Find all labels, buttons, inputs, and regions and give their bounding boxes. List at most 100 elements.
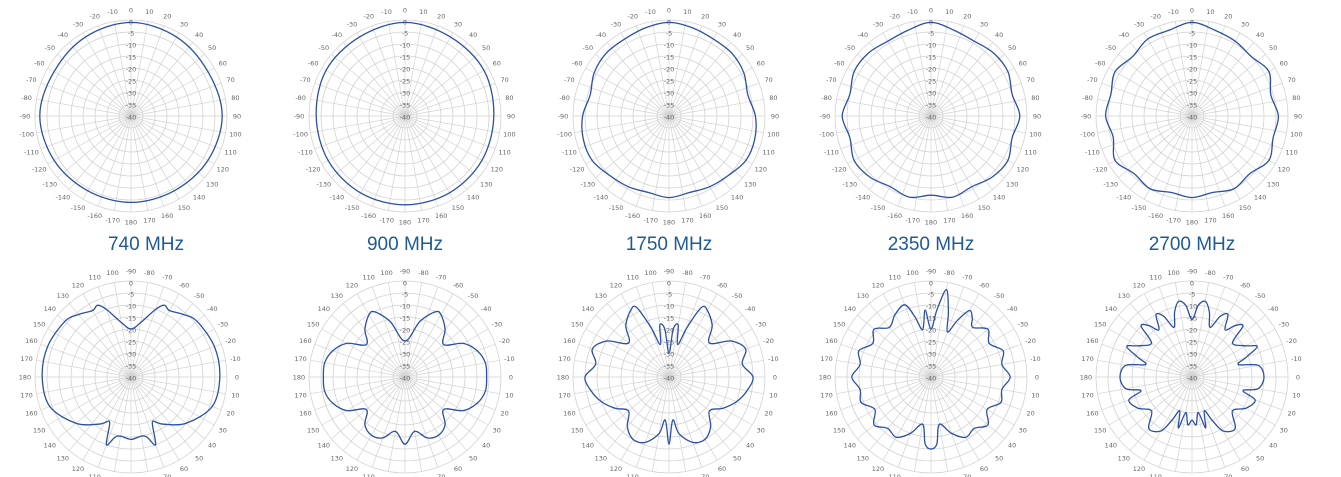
grid-spoke: [40, 376, 132, 411]
grid-spoke: [1118, 115, 1193, 178]
angle-tick-label: 80: [1031, 94, 1039, 102]
angle-tick-label: 180: [1080, 373, 1092, 381]
angle-tick-label: 150: [1239, 204, 1251, 212]
grid-spoke: [836, 376, 932, 395]
radial-tick-label: -40: [400, 114, 411, 122]
grid-spoke: [130, 54, 205, 117]
angle-tick-label: 50: [746, 44, 754, 52]
radial-tick-label: -35: [400, 363, 411, 371]
grid-spoke: [897, 376, 932, 468]
angle-tick-label: -60: [979, 282, 990, 290]
angle-tick-label: -140: [1116, 194, 1131, 202]
angle-tick-label: 140: [582, 441, 594, 449]
angle-tick-label: 10: [1292, 392, 1300, 400]
angle-tick-label: 50: [482, 44, 490, 52]
grid-spoke: [371, 25, 406, 117]
grid-spoke: [130, 376, 180, 461]
angle-tick-label: 130: [331, 292, 343, 300]
grid-spoke: [130, 115, 193, 190]
grid-spoke: [930, 376, 980, 461]
grid-spoke: [930, 115, 980, 200]
angle-tick-label: 30: [757, 426, 765, 434]
grid-spoke: [668, 376, 753, 426]
grid-spoke: [620, 115, 670, 200]
angle-tick-label: 110: [1150, 473, 1162, 477]
grid-spoke: [857, 54, 932, 117]
radial-tick-label: -40: [126, 114, 137, 122]
angle-tick-label: 100: [644, 269, 656, 277]
angle-tick-label: 140: [582, 305, 594, 313]
grid-spoke: [930, 376, 1022, 411]
grid-spoke: [57, 376, 132, 439]
polar-chart-elevation-3: -90 -80-70-60-50-40-30-20-100102030405060…: [557, 267, 779, 477]
grid-spoke: [404, 21, 423, 117]
radial-tick-label: 0: [403, 280, 407, 288]
radial-tick-label: -15: [1187, 315, 1198, 323]
angle-tick-label: 80: [1292, 94, 1300, 102]
angle-tick-label: 20: [226, 410, 234, 418]
grid-spoke: [1191, 343, 1283, 378]
grid-spoke: [930, 343, 1022, 378]
grid-spoke: [130, 115, 180, 200]
radial-tick-label: -10: [126, 42, 137, 50]
angle-tick-label: -90: [558, 112, 569, 120]
angle-tick-label: 140: [318, 441, 330, 449]
angle-tick-label: 0: [509, 373, 513, 381]
angle-tick-label: -90: [1187, 267, 1198, 275]
angle-tick-label: -100: [19, 131, 34, 139]
angle-tick-label: -160: [87, 212, 102, 220]
grid-spoke: [913, 21, 932, 117]
grid-spoke: [1191, 25, 1226, 117]
angle-tick-label: 80: [505, 94, 513, 102]
pattern-trace: [841, 21, 1021, 199]
grid-spoke: [314, 343, 406, 378]
grid-spoke: [321, 115, 406, 165]
grid-spoke: [840, 115, 932, 150]
angle-tick-label: 150: [716, 204, 728, 212]
grid-spoke: [620, 293, 670, 378]
grid-spoke: [343, 115, 406, 190]
grid-spoke: [1158, 286, 1193, 378]
grid-spoke: [130, 67, 215, 117]
angle-tick-label: 140: [193, 194, 205, 202]
angle-tick-label: 70: [701, 473, 709, 477]
angle-tick-label: 40: [482, 441, 490, 449]
angle-tick-label: 120: [755, 165, 767, 173]
grid-spoke: [130, 115, 222, 150]
angle-tick-label: 10: [145, 8, 153, 16]
radial-tick-label: -35: [926, 363, 937, 371]
angle-tick-label: 100: [380, 269, 392, 277]
angle-tick-label: -30: [1017, 320, 1028, 328]
grid-spoke: [635, 376, 670, 468]
grid-spoke: [36, 115, 132, 134]
grid-spoke: [1118, 376, 1193, 439]
angle-tick-label: -100: [557, 131, 572, 139]
grid-spoke: [404, 115, 467, 190]
radial-tick-label: -40: [926, 114, 937, 122]
grid-spoke: [1191, 376, 1266, 439]
angle-tick-label: -30: [347, 21, 358, 29]
grid-spoke: [668, 115, 760, 150]
angle-tick-label: 180: [125, 218, 137, 226]
angle-tick-label: 140: [467, 194, 479, 202]
angle-tick-label: 170: [1081, 355, 1093, 363]
angle-tick-label: 20: [1224, 13, 1232, 21]
grid-spoke: [1130, 303, 1193, 378]
angle-tick-label: 110: [1024, 149, 1036, 157]
grid-spoke: [668, 286, 703, 378]
grid-spoke: [668, 293, 718, 378]
angle-tick-label: 0: [1296, 373, 1300, 381]
radial-tick-label: -20: [126, 66, 137, 74]
grid-spoke: [847, 115, 932, 165]
angle-tick-label: 0: [129, 6, 133, 14]
radial-tick-label: -20: [926, 327, 937, 335]
grid-spoke: [404, 376, 454, 461]
grid-spoke: [1191, 67, 1276, 117]
grid-spoke: [404, 303, 467, 378]
angle-tick-label: 110: [89, 473, 101, 477]
radial-tick-label: -15: [400, 54, 411, 62]
grid-spoke: [69, 303, 132, 378]
angle-tick-label: 160: [563, 337, 575, 345]
grid-spoke: [1191, 82, 1283, 117]
radial-tick-label: -10: [926, 42, 937, 50]
